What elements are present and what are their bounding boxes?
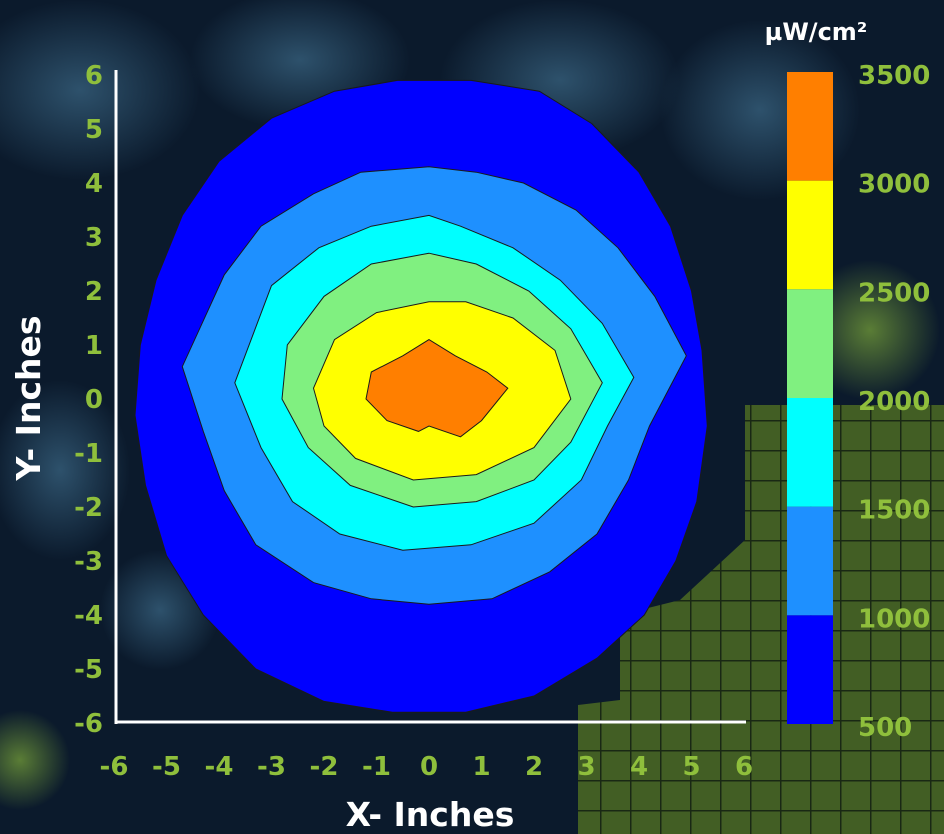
x-tick-label: -2 — [310, 752, 339, 782]
y-tick-label: 0 — [85, 385, 103, 415]
colorbar-band — [787, 398, 833, 507]
y-tick-label: 5 — [85, 115, 103, 145]
colorbar-band — [787, 506, 833, 616]
colorbar — [787, 72, 833, 724]
colorbar-tick-label: 2500 — [858, 278, 930, 308]
x-tick-label: -5 — [152, 752, 181, 782]
y-tick-labels: 6 5 4 3 2 1 0 -1 -2 -3 -4 -5 -6 — [74, 61, 103, 739]
colorbar-tick-label: 1000 — [858, 604, 930, 634]
x-tick-label: 2 — [525, 752, 543, 782]
x-tick-labels: -6 -5 -4 -3 -2 -1 0 1 2 3 4 5 6 — [100, 752, 753, 782]
colorbar-tick-labels: 3500 3000 2500 2000 1500 1000 500 — [858, 61, 930, 743]
colorbar-band — [787, 289, 833, 398]
colorbar-band — [787, 72, 833, 181]
x-tick-label: 4 — [630, 752, 648, 782]
colorbar-band — [787, 615, 833, 724]
y-tick-label: -2 — [74, 493, 103, 523]
y-tick-label: -5 — [74, 655, 103, 685]
y-tick-label: 4 — [85, 169, 103, 199]
colorbar-band — [787, 180, 833, 290]
colorbar-tick-label: 1500 — [858, 496, 930, 526]
y-tick-label: 6 — [85, 61, 103, 91]
y-axis-title: Y- Inches — [9, 315, 48, 481]
y-tick-label: -6 — [74, 709, 103, 739]
x-tick-label: 3 — [577, 752, 595, 782]
y-tick-label: 1 — [85, 331, 103, 361]
colorbar-tick-label: 500 — [858, 713, 912, 743]
colorbar-tick-label: 3000 — [858, 170, 930, 200]
contour-regions — [134, 79, 708, 713]
x-tick-label: 0 — [420, 752, 438, 782]
x-tick-label: 6 — [735, 752, 753, 782]
x-tick-label: -6 — [100, 752, 129, 782]
colorbar-unit: µW/cm² — [765, 18, 868, 46]
y-tick-label: -3 — [74, 547, 103, 577]
y-tick-label: 3 — [85, 223, 103, 253]
x-tick-label: -1 — [362, 752, 391, 782]
y-tick-label: -1 — [74, 439, 103, 469]
x-tick-label: -3 — [257, 752, 286, 782]
colorbar-tick-label: 3500 — [858, 61, 930, 91]
colorbar-tick-label: 2000 — [858, 387, 930, 417]
x-tick-label: 5 — [682, 752, 700, 782]
x-axis-title: X- Inches — [346, 795, 515, 834]
y-tick-label: 2 — [85, 277, 103, 307]
axes — [114, 70, 746, 724]
x-tick-label: 1 — [472, 752, 490, 782]
y-tick-label: -4 — [74, 601, 103, 631]
contour-band-3000-3500 — [365, 339, 509, 438]
x-tick-label: -4 — [205, 752, 234, 782]
